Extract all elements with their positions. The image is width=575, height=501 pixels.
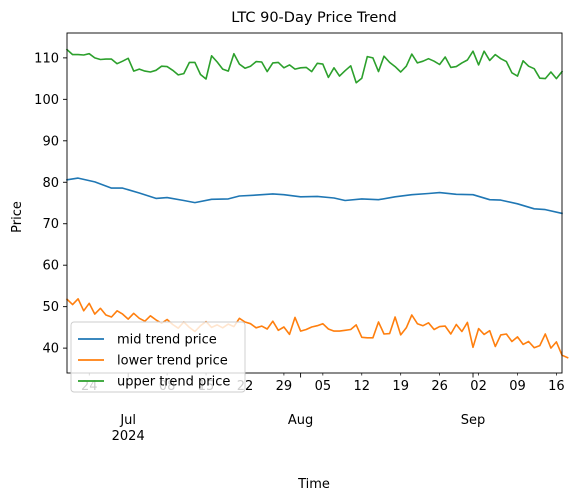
y-axis: 40 50 60 70 80 90 100 110 (34, 51, 67, 357)
y-tick-label: 70 (42, 217, 59, 232)
y-axis-title: Price (10, 201, 25, 233)
series-layer (65, 48, 569, 359)
y-tick-label: 100 (34, 93, 59, 108)
y-tick-label: 80 (42, 176, 59, 191)
x-year-tick-label: 2024 (112, 429, 145, 444)
chart-title: LTC 90-Day Price Trend (231, 10, 396, 26)
series-line-2 (65, 297, 569, 359)
x-day-tick-label: 26 (431, 379, 448, 394)
x-month-tick-label: Sep (461, 413, 486, 428)
series-line-3 (65, 48, 564, 84)
legend-label-1: mid trend price (117, 333, 217, 348)
x-day-tick-label: 16 (548, 379, 565, 394)
x-day-tick-label: 29 (276, 379, 293, 394)
x-day-tick-label: 12 (354, 379, 371, 394)
x-axis-title: Time (297, 477, 330, 492)
x-month-tick-label: Aug (288, 413, 313, 428)
y-tick-label: 40 (42, 342, 59, 357)
plot-frame (66, 32, 563, 374)
series-line-1 (66, 177, 563, 215)
y-tick-label: 110 (34, 51, 59, 66)
x-day-tick-label: 05 (315, 379, 332, 394)
y-tick-label: 90 (42, 134, 59, 149)
legend: mid trend price lower trend price upper tr… (70, 321, 246, 393)
x-day-tick-label: 19 (392, 379, 409, 394)
legend-label-2: lower trend price (117, 354, 228, 369)
y-tick-label: 60 (42, 259, 59, 274)
legend-frame (70, 321, 246, 393)
y-tick-label: 50 (42, 300, 59, 315)
legend-label-3: upper trend price (117, 375, 230, 390)
x-day-tick-label: 02 (470, 379, 487, 394)
x-month-tick-label: Jul (119, 413, 136, 428)
x-day-tick-label: 09 (509, 379, 526, 394)
